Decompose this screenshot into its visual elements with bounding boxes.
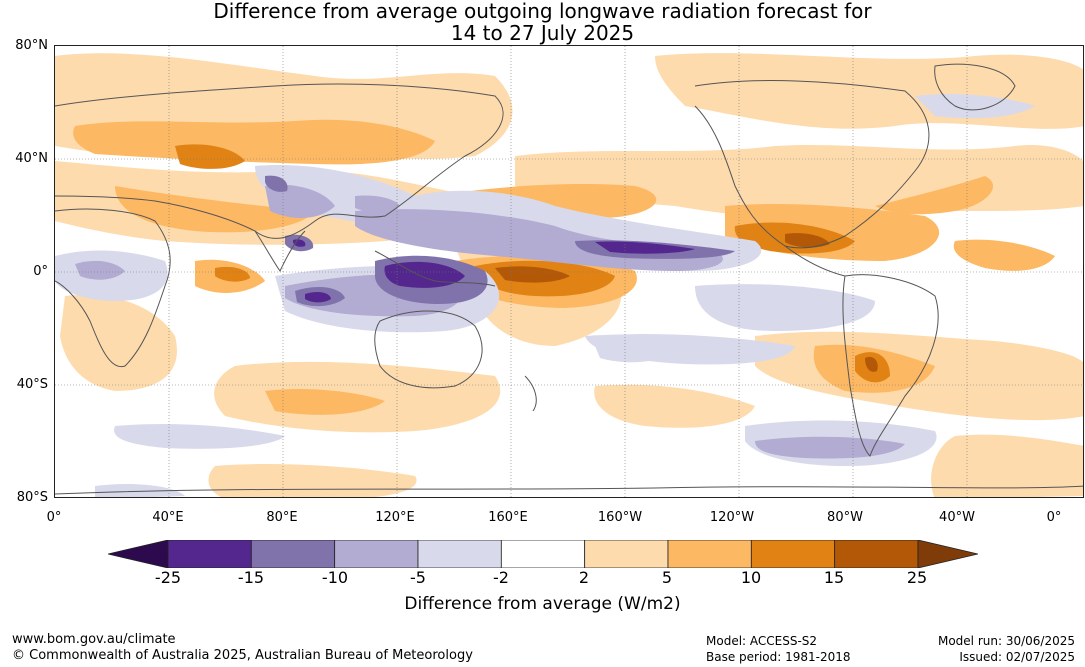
footer-model-run: Model run: 30/06/2025 xyxy=(937,634,1075,648)
lon-label-40w: 40°W xyxy=(939,510,975,525)
lat-label-0: 0° xyxy=(33,264,48,279)
lon-label-0-left: 0° xyxy=(46,510,62,525)
colorbar-tick: -25 xyxy=(154,568,182,587)
colorbar-tick: 10 xyxy=(740,568,762,587)
lon-label-80w: 80°W xyxy=(827,510,863,525)
graticule xyxy=(55,46,1083,497)
map-svg xyxy=(55,46,1083,497)
coastlines xyxy=(55,63,1083,495)
footer-copyright: © Commonwealth of Australia 2025, Austra… xyxy=(12,648,473,663)
colorbar-tick: 25 xyxy=(906,568,928,587)
lon-label-160e: 160°E xyxy=(488,510,528,525)
lon-label-40e: 40°E xyxy=(152,510,184,525)
colorbar-tick: 2 xyxy=(578,568,590,587)
colorbar-tick: 15 xyxy=(823,568,845,587)
lon-label-160w: 160°W xyxy=(597,510,643,525)
colorbar-label: Difference from average (W/m2) xyxy=(404,594,681,614)
footer-model: Model: ACCESS-S2 xyxy=(706,634,818,648)
map-title: Difference from average outgoing longwav… xyxy=(0,0,1085,44)
colorbar-segment xyxy=(334,540,419,568)
lon-label-120w: 120°W xyxy=(709,510,755,525)
lat-label-40n: 40°N xyxy=(15,151,48,166)
lat-label-40s: 40°S xyxy=(16,377,48,392)
lon-label-80e: 80°E xyxy=(266,510,298,525)
colorbar-segment xyxy=(750,540,836,568)
colorbar-segment xyxy=(584,540,669,568)
colorbar-tick: -15 xyxy=(237,568,265,587)
footer-base-period: Base period: 1981-2018 xyxy=(706,650,851,664)
anomaly-15-25-regions xyxy=(495,233,878,372)
footer-url: www.bom.gov.au/climate xyxy=(12,632,176,647)
lon-label-120e: 120°E xyxy=(375,510,415,525)
title-line-2: 14 to 27 July 2025 xyxy=(450,21,635,45)
footer-issued: Issued: 02/07/2025 xyxy=(959,650,1075,664)
lon-label-0-right: 0° xyxy=(1046,510,1062,525)
colorbar-tick: -5 xyxy=(410,568,426,587)
anomaly-neg15-neg25-regions xyxy=(293,239,695,303)
colorbar-segment xyxy=(417,540,502,568)
colorbar-tick: -10 xyxy=(321,568,349,587)
lat-label-80n: 80°N xyxy=(15,38,48,53)
colorbar-tick: 5 xyxy=(661,568,673,587)
colorbar-segments xyxy=(167,540,919,568)
colorbar-left-arrow xyxy=(108,540,169,568)
colorbar xyxy=(108,540,978,568)
colorbar-segment xyxy=(834,540,919,568)
colorbar-segment xyxy=(500,540,586,568)
colorbar-tick: -2 xyxy=(493,568,509,587)
colorbar-right-arrow xyxy=(917,540,978,568)
lat-label-80s: 80°S xyxy=(16,490,48,505)
title-line-1: Difference from average outgoing longwav… xyxy=(213,0,872,23)
colorbar-segment xyxy=(167,540,252,568)
colorbar-segment xyxy=(667,540,752,568)
colorbar-ticks: -25 -15 -10 -5 -2 2 5 10 15 25 xyxy=(0,568,1085,588)
anomaly-map xyxy=(54,45,1084,498)
colorbar-segment xyxy=(250,540,336,568)
